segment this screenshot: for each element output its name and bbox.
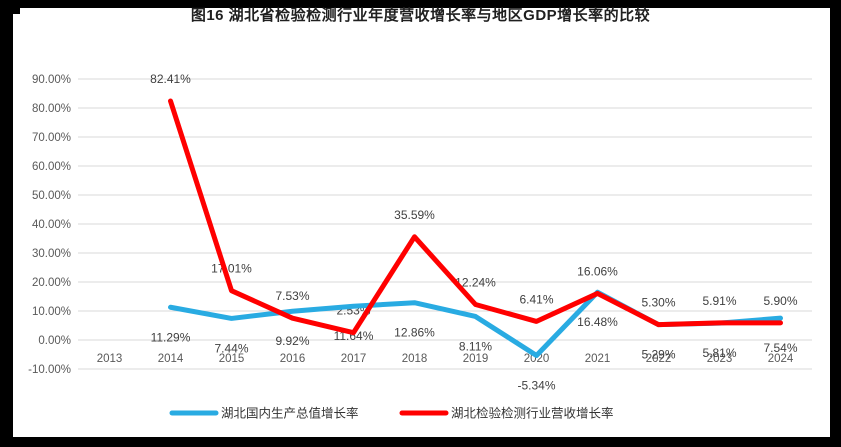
y-tick-label: 50.00% — [32, 190, 71, 202]
data-label: 5.91% — [702, 294, 736, 308]
x-category-label: 2013 — [97, 353, 123, 365]
data-label: 6.41% — [519, 292, 553, 306]
revenue-growth-line — [168, 98, 783, 336]
y-tick-label: 70.00% — [32, 132, 71, 144]
x-category-label: 2016 — [280, 353, 306, 365]
x-category-label: 2014 — [158, 353, 184, 365]
x-category-label: 2015 — [219, 353, 245, 365]
legend: 湖北国内生产总值增长率 湖北检验检测行业营收增长率 — [169, 406, 614, 421]
data-label: 5.81% — [702, 346, 736, 360]
y-tick-label: -10.00% — [28, 364, 71, 376]
x-category-label: 2022 — [646, 353, 672, 365]
frame-corner-block — [0, 0, 20, 14]
data-label: 7.44% — [214, 341, 248, 355]
data-label: 16.48% — [577, 315, 618, 329]
y-tick-label: 80.00% — [32, 103, 71, 115]
chart-title: 图16 湖北省检验检测行业年度营收增长率与地区GDP增长率的比较 — [190, 7, 651, 24]
y-tick-label: 0.00% — [38, 335, 71, 347]
data-label: 5.29% — [641, 348, 675, 362]
legend-revenue-label: 湖北检验检测行业营收增长率 — [451, 406, 614, 421]
data-label: 8.11% — [459, 339, 492, 353]
data-label: 7.53% — [275, 289, 309, 303]
x-category-label: 2020 — [524, 353, 550, 365]
data-label: 12.24% — [455, 276, 496, 290]
data-label: 82.41% — [150, 72, 191, 86]
data-label: 5.90% — [763, 294, 797, 308]
x-axis-category-labels: 2013 2014 2015 2016 2017 2018 2019 2020 2021 2022… — [97, 353, 794, 365]
data-label: 5.30% — [641, 296, 675, 310]
data-label: -5.34% — [517, 378, 555, 392]
gdp-data-labels: 11.29%7.44%9.92% 11.64% 12.86%8.11%-5.34%1… — [151, 315, 798, 392]
x-category-label: 2018 — [402, 353, 428, 365]
data-label: 35.59% — [394, 208, 435, 222]
data-label: 17.01% — [211, 262, 252, 276]
data-label: 7.54% — [763, 341, 797, 355]
x-category-label: 2024 — [768, 353, 794, 365]
y-tick-label: 10.00% — [32, 306, 71, 318]
y-tick-label: 90.00% — [32, 74, 71, 86]
x-category-label: 2021 — [585, 353, 611, 365]
y-tick-label: 20.00% — [32, 277, 71, 289]
y-tick-label: 30.00% — [32, 248, 71, 260]
y-tick-label: 40.00% — [32, 219, 71, 231]
y-axis-tick-labels: 90.00% 80.00% 70.00% 60.00% 50.00% 40.00% 30.0… — [28, 74, 71, 376]
legend-gdp-label: 湖北国内生产总值增长率 — [221, 406, 359, 421]
data-label: 9.92% — [275, 334, 309, 348]
x-category-label: 2017 — [341, 353, 367, 365]
y-tick-label: 60.00% — [32, 161, 71, 173]
data-label: 16.06% — [577, 264, 618, 278]
data-label: 11.29% — [151, 330, 191, 344]
x-category-label: 2019 — [463, 353, 489, 365]
x-category-label: 2023 — [707, 353, 733, 365]
data-label: 12.86% — [394, 326, 435, 340]
gridlines — [78, 78, 812, 370]
